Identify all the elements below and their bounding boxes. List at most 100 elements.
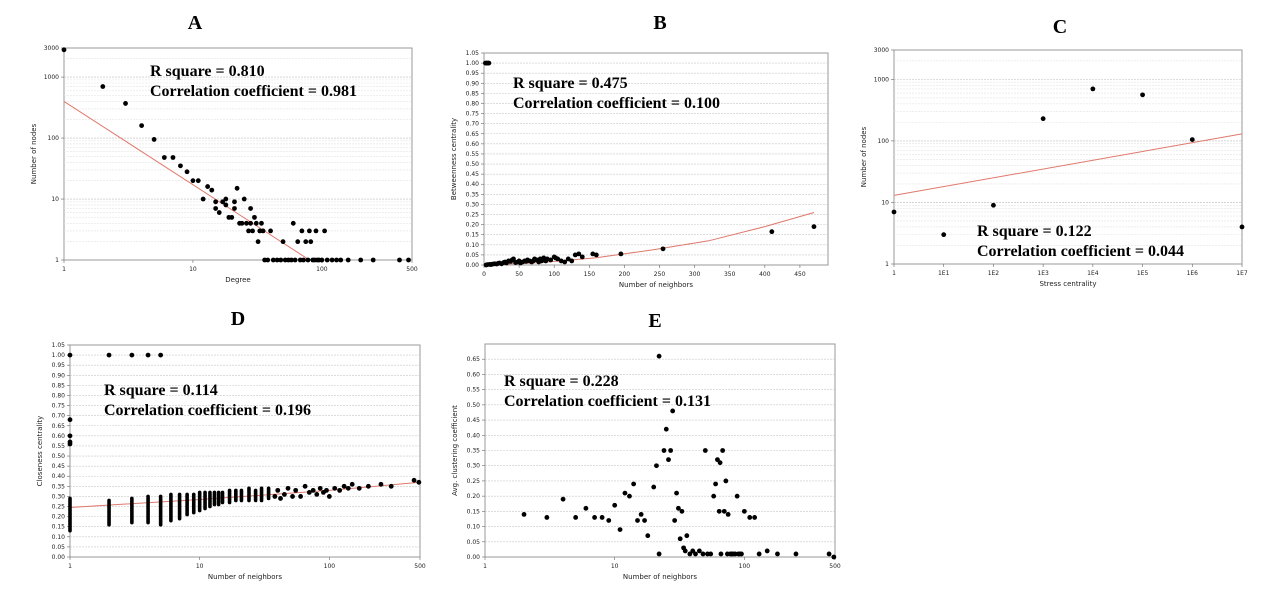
data-point bbox=[826, 551, 832, 557]
data-point bbox=[302, 483, 308, 489]
panel-d: D 0.00 0.05 0.10 0.15 0.20 0.25 0.30 0.35 0.40 0.… bbox=[20, 300, 440, 590]
y-tick-label: 0.55 bbox=[466, 151, 480, 158]
y-tick-label: 0.25 bbox=[467, 478, 481, 485]
correlation-annotation: Correlation coefficient = 0.131 bbox=[504, 393, 711, 410]
data-point bbox=[660, 246, 666, 252]
data-point bbox=[674, 490, 679, 496]
data-point bbox=[319, 257, 325, 263]
data-point bbox=[991, 202, 996, 208]
data-point bbox=[310, 487, 316, 493]
data-point bbox=[248, 220, 253, 226]
x-tick-label: 50 bbox=[515, 271, 523, 278]
y-tick-label: 0.55 bbox=[467, 387, 481, 394]
x-tick-label: 200 bbox=[619, 271, 631, 278]
chart-c: 1 10 100 1000 3000 1 1E1 1E2 1E3 1E4 1E5 1E6 1E7 Stre… bbox=[860, 47, 1248, 288]
plot-area bbox=[69, 344, 421, 558]
data-point bbox=[560, 496, 566, 502]
r-square-annotation: R square = 0.810 bbox=[150, 63, 265, 80]
data-point bbox=[213, 206, 219, 211]
data-point bbox=[831, 554, 837, 560]
x-tick-label: 1E1 bbox=[938, 270, 950, 277]
data-point bbox=[406, 257, 411, 263]
x-tick-label: 450 bbox=[794, 271, 806, 278]
panel-b: B 0.00 0.05 0.10 0.15 0.20 0.25 0.30 0.35 0.40 0.… bbox=[440, 8, 840, 289]
y-axis-label: Number of nodes bbox=[860, 126, 868, 187]
x-tick-label: 1E3 bbox=[1037, 270, 1049, 277]
data-point bbox=[388, 483, 394, 489]
y-tick-label: 1000 bbox=[44, 74, 59, 81]
data-point bbox=[341, 483, 347, 489]
x-tick-label: 500 bbox=[406, 266, 418, 273]
data-point bbox=[190, 178, 196, 184]
data-point bbox=[811, 224, 817, 230]
y-tick-label: 0.15 bbox=[52, 524, 66, 531]
data-point bbox=[1040, 116, 1046, 122]
data-point bbox=[232, 199, 237, 205]
data-point bbox=[223, 202, 229, 208]
x-tick-label: 250 bbox=[654, 271, 666, 278]
data-point bbox=[656, 353, 662, 359]
data-point bbox=[250, 228, 255, 234]
data-point bbox=[324, 257, 330, 263]
data-point bbox=[195, 178, 201, 184]
plot-area bbox=[893, 49, 1243, 265]
data-point bbox=[661, 448, 667, 453]
data-point bbox=[569, 258, 575, 264]
y-tick-label: 0.55 bbox=[52, 443, 66, 450]
data-point bbox=[700, 551, 706, 557]
data-point bbox=[293, 487, 299, 493]
y-tick-label: 0.50 bbox=[52, 453, 66, 460]
data-point bbox=[334, 257, 339, 263]
y-tick-label: 0.10 bbox=[466, 242, 480, 249]
data-point bbox=[349, 481, 355, 487]
y-tick-label: 0.80 bbox=[52, 392, 66, 399]
data-point bbox=[161, 155, 167, 160]
x-axis-label: Stress centrality bbox=[1039, 280, 1096, 288]
y-tick-label: 0.35 bbox=[466, 191, 480, 198]
x-tick-label: 100 bbox=[548, 271, 560, 278]
data-point bbox=[145, 352, 151, 358]
data-point bbox=[306, 489, 312, 495]
y-tick-label: 0.70 bbox=[52, 413, 66, 420]
chart-a: 1 10 100 1000 3000 1 10 100 500 Degree Number of n… bbox=[30, 45, 418, 284]
data-point bbox=[769, 229, 775, 235]
data-point bbox=[278, 257, 284, 263]
x-tick-label: 1 bbox=[892, 270, 896, 277]
y-tick-label: 0.10 bbox=[52, 534, 66, 541]
y-tick-label: 0.15 bbox=[466, 232, 480, 239]
data-point bbox=[651, 484, 657, 490]
y-tick-label: 0.00 bbox=[467, 554, 481, 561]
data-point bbox=[593, 252, 599, 258]
y-tick-label: 0.80 bbox=[466, 100, 480, 107]
data-point bbox=[682, 548, 688, 554]
data-point bbox=[756, 551, 762, 557]
data-point bbox=[656, 551, 662, 557]
y-tick-label: 0.50 bbox=[466, 161, 480, 168]
data-point bbox=[223, 196, 229, 202]
data-point bbox=[718, 551, 724, 557]
x-tick-label: 1E2 bbox=[988, 270, 1000, 277]
y-tick-label: 0.05 bbox=[466, 252, 480, 259]
x-tick-label: 100 bbox=[739, 563, 751, 570]
y-tick-label: 1.00 bbox=[52, 352, 66, 359]
y-tick-label: 0.30 bbox=[52, 493, 66, 500]
data-point bbox=[209, 187, 215, 193]
data-point bbox=[290, 220, 296, 226]
data-point bbox=[338, 257, 344, 263]
data-point bbox=[555, 256, 561, 262]
data-point bbox=[645, 533, 651, 539]
data-point bbox=[248, 206, 253, 211]
x-axis-label: Number of neighbors bbox=[619, 281, 693, 289]
y-tick-label: 0.25 bbox=[52, 504, 66, 511]
x-tick-label: 100 bbox=[316, 266, 328, 273]
data-point bbox=[67, 433, 73, 439]
data-point bbox=[259, 220, 264, 226]
data-point bbox=[793, 551, 799, 557]
data-point bbox=[631, 481, 637, 487]
data-point bbox=[1189, 137, 1195, 143]
data-point bbox=[576, 251, 582, 257]
data-point bbox=[1090, 86, 1096, 92]
x-tick-label: 150 bbox=[584, 271, 596, 278]
data-point bbox=[416, 479, 422, 485]
data-point bbox=[627, 493, 632, 499]
